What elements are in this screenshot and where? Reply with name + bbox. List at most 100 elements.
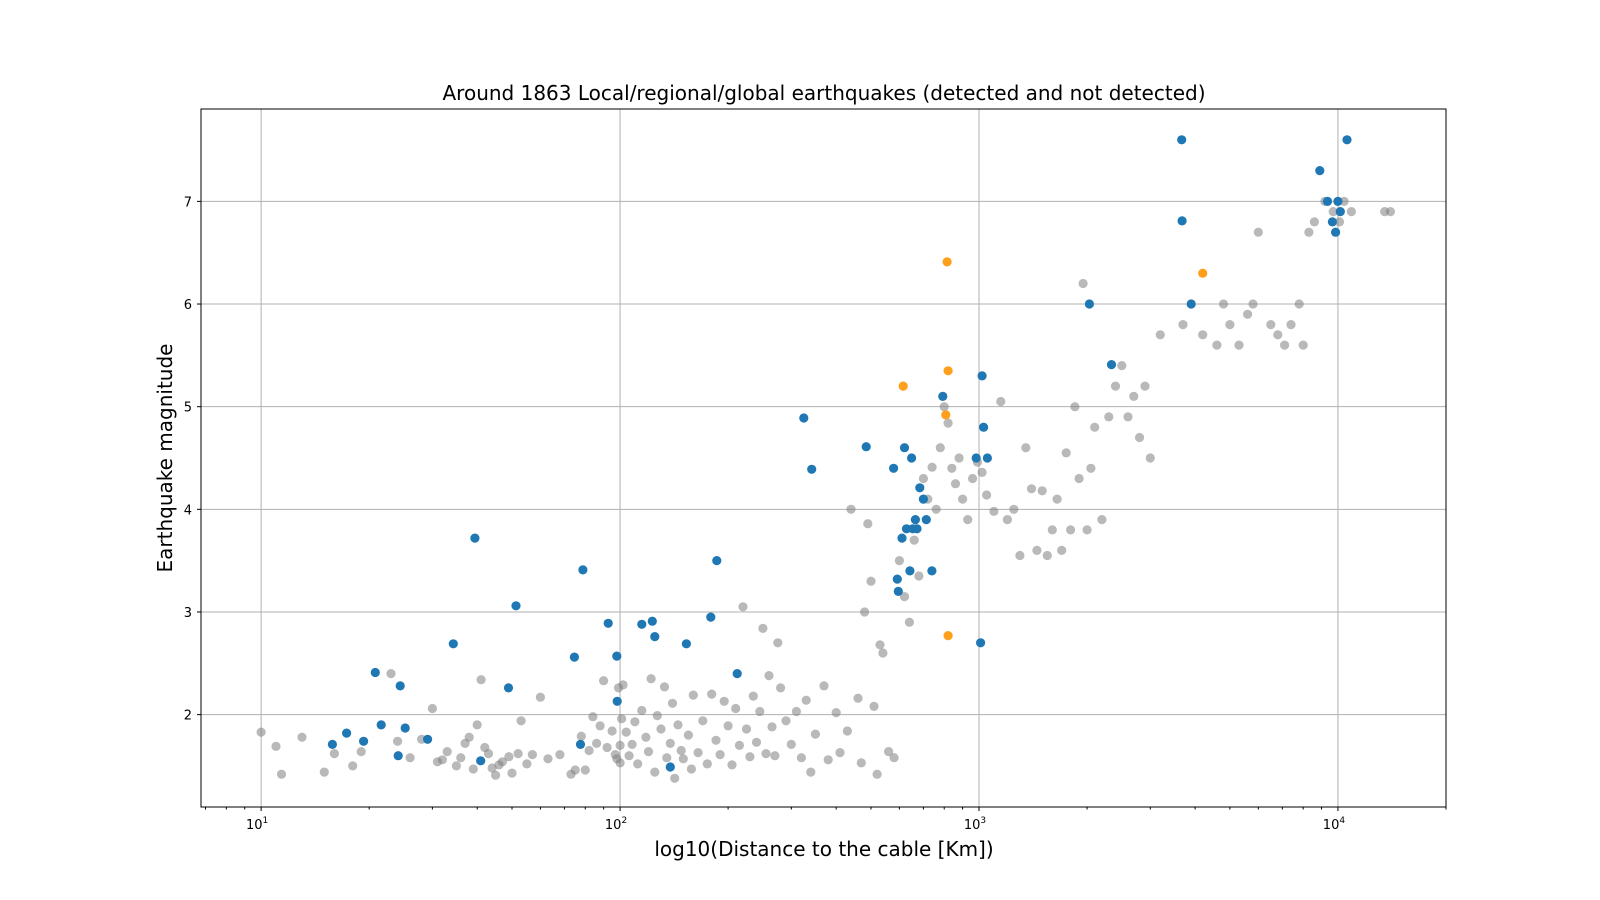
data-point xyxy=(977,467,987,477)
data-point xyxy=(1198,268,1208,278)
data-point xyxy=(487,763,497,773)
data-point xyxy=(602,742,612,753)
data-point xyxy=(898,381,908,391)
data-point xyxy=(1178,320,1188,330)
data-point xyxy=(1009,504,1019,514)
data-point xyxy=(504,752,514,762)
data-point xyxy=(897,533,907,543)
data-point xyxy=(1334,217,1345,227)
y-tick-label: 4 xyxy=(184,503,192,518)
data-point xyxy=(899,443,910,453)
data-point xyxy=(393,736,403,746)
data-point xyxy=(1331,227,1341,237)
data-point xyxy=(823,755,833,765)
data-point xyxy=(1234,340,1244,350)
data-point xyxy=(451,761,461,771)
data-point xyxy=(727,760,737,770)
data-point xyxy=(580,765,590,775)
data-point xyxy=(456,753,466,763)
data-point xyxy=(776,683,786,693)
data-point xyxy=(1066,525,1076,535)
data-point xyxy=(437,755,447,765)
data-point xyxy=(1294,299,1304,309)
data-point xyxy=(624,751,634,761)
data-point xyxy=(1212,340,1222,350)
data-point xyxy=(856,758,866,768)
data-point xyxy=(751,737,762,747)
data-point xyxy=(592,738,602,749)
data-point xyxy=(781,716,791,726)
data-point xyxy=(734,740,745,751)
data-point xyxy=(670,773,680,783)
data-point xyxy=(630,717,640,727)
data-point xyxy=(950,479,961,489)
data-point xyxy=(470,533,480,543)
data-point xyxy=(650,632,660,642)
data-point xyxy=(1140,381,1150,391)
data-point xyxy=(662,753,672,763)
data-point xyxy=(968,473,978,484)
data-point xyxy=(1097,515,1107,525)
data-point xyxy=(819,681,829,691)
data-point xyxy=(464,732,474,742)
data-point xyxy=(348,761,358,771)
data-point xyxy=(612,651,622,661)
data-point xyxy=(370,667,380,678)
data-point xyxy=(511,601,521,611)
data-point xyxy=(468,764,478,774)
data-point xyxy=(448,639,458,649)
data-point xyxy=(907,453,917,463)
data-point xyxy=(393,751,403,761)
data-point xyxy=(1086,463,1096,473)
data-point xyxy=(329,749,339,759)
data-point xyxy=(831,708,841,718)
y-axis-label: Earthquake magnitude xyxy=(153,344,177,573)
data-point xyxy=(400,723,410,733)
data-point xyxy=(1286,320,1296,330)
data-point xyxy=(872,769,882,779)
y-tick-label: 7 xyxy=(184,195,192,210)
data-point xyxy=(989,506,999,516)
data-point xyxy=(650,767,660,777)
x-tick-label: 102 xyxy=(605,816,627,833)
data-point xyxy=(1243,309,1253,319)
data-point xyxy=(741,724,752,734)
data-point xyxy=(676,745,686,756)
data-point xyxy=(681,639,692,649)
data-point xyxy=(761,749,771,759)
data-point xyxy=(1037,486,1047,496)
data-point xyxy=(673,720,683,730)
data-point xyxy=(1026,484,1037,494)
data-point xyxy=(621,727,631,737)
data-point xyxy=(584,745,594,756)
data-point xyxy=(570,765,580,775)
data-point xyxy=(359,736,369,746)
data-point xyxy=(767,722,777,732)
data-point xyxy=(1021,443,1031,453)
data-point xyxy=(1106,360,1117,370)
data-point xyxy=(395,681,405,691)
data-point xyxy=(942,257,952,267)
plot-frame xyxy=(200,108,1447,808)
data-point xyxy=(889,463,899,473)
data-point xyxy=(1280,340,1290,350)
data-point xyxy=(256,727,266,737)
data-point xyxy=(319,767,329,777)
data-point xyxy=(748,691,758,701)
data-point xyxy=(637,619,647,629)
data-point xyxy=(678,754,688,764)
data-point xyxy=(1177,216,1187,226)
data-point xyxy=(758,623,768,634)
data-point xyxy=(698,716,708,726)
data-point xyxy=(914,571,924,581)
data-point xyxy=(643,747,654,757)
data-point xyxy=(503,683,514,693)
data-point xyxy=(1084,299,1094,309)
data-point xyxy=(971,453,981,463)
data-point xyxy=(633,759,643,769)
data-point xyxy=(342,728,352,738)
y-tick-label: 2 xyxy=(184,709,192,724)
x-tick-label: 104 xyxy=(1323,816,1346,833)
data-point xyxy=(1248,299,1258,309)
